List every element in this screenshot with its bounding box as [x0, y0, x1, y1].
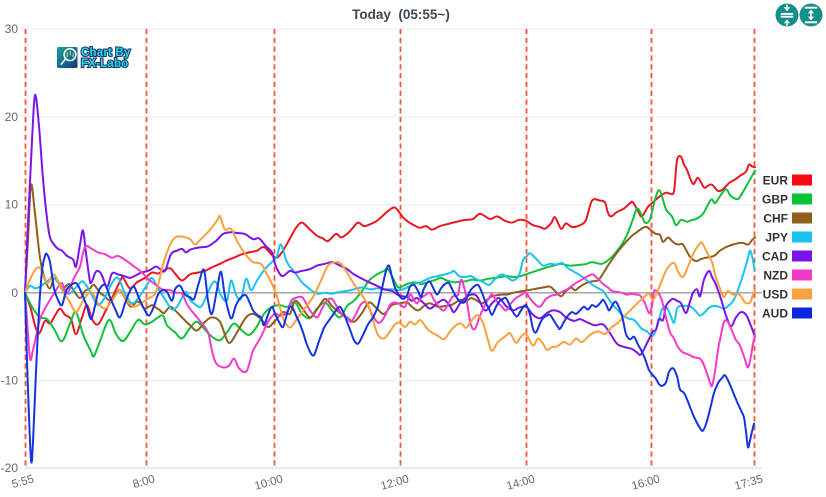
svg-text:5:55: 5:55	[10, 473, 35, 491]
svg-text:8:00: 8:00	[131, 473, 156, 491]
svg-text:FX-Labo: FX-Labo	[81, 58, 128, 70]
svg-text:16:00: 16:00	[630, 473, 661, 492]
svg-text:GBP: GBP	[762, 193, 788, 207]
svg-text:USD: USD	[763, 288, 789, 302]
svg-text:-20: -20	[1, 461, 19, 475]
svg-text:AUD: AUD	[762, 307, 788, 321]
svg-text:-10: -10	[1, 374, 19, 388]
svg-text:Today (05:55~): Today (05:55~)	[352, 7, 450, 22]
svg-text:JPY: JPY	[765, 231, 788, 245]
svg-text:CHF: CHF	[763, 212, 788, 226]
svg-text:0: 0	[11, 286, 18, 300]
svg-text:10: 10	[5, 198, 19, 212]
svg-text:12:00: 12:00	[379, 473, 410, 492]
svg-text:NZD: NZD	[763, 269, 788, 283]
svg-text:30: 30	[5, 22, 19, 36]
svg-text:10:00: 10:00	[253, 473, 284, 492]
svg-text:17:35: 17:35	[733, 473, 764, 492]
svg-text:Chart By: Chart By	[81, 47, 131, 59]
svg-text:CAD: CAD	[762, 250, 788, 264]
svg-text:EUR: EUR	[763, 174, 789, 188]
svg-text:20: 20	[5, 110, 19, 124]
svg-text:14:00: 14:00	[505, 473, 536, 492]
